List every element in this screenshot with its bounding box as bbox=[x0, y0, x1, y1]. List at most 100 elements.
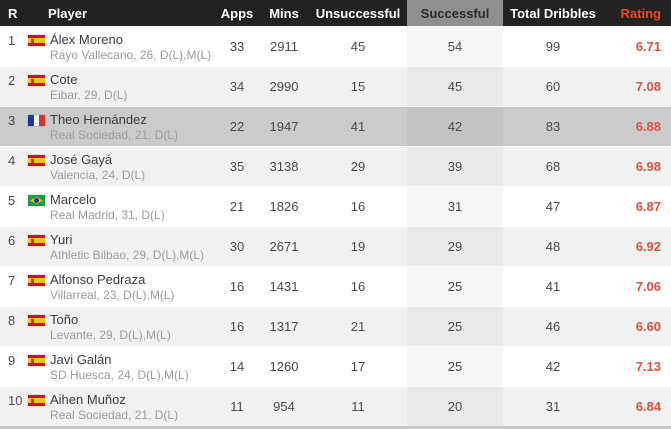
apps-value: 16 bbox=[229, 319, 245, 334]
rank-cell: 9 bbox=[0, 347, 28, 386]
player-info: Javi Galán SD Huesca, 24, D(L),M(L) bbox=[50, 352, 189, 383]
player-meta: Real Sociedad, 21, D(L) bbox=[50, 128, 179, 142]
successful-value: 25 bbox=[407, 267, 503, 306]
rank-cell: 3 bbox=[0, 107, 28, 146]
player-cell: Alfonso Pedraza Villarreal, 23, D(L),M(L… bbox=[28, 267, 215, 306]
rating-value: 6.84 bbox=[635, 399, 661, 414]
column-header-rating[interactable]: Rating bbox=[620, 5, 661, 21]
rank-value: 4 bbox=[8, 153, 16, 168]
player-cell: Aihen Muñoz Real Sociedad, 21, D(L) bbox=[28, 387, 215, 426]
rank-value: 5 bbox=[8, 193, 16, 208]
rank-value: 2 bbox=[8, 73, 16, 88]
successful-value: 29 bbox=[407, 227, 503, 266]
rank-value: 7 bbox=[8, 273, 16, 288]
total-dribbles-value: 99 bbox=[545, 39, 561, 54]
mins-value: 1826 bbox=[269, 199, 299, 214]
apps-value: 35 bbox=[229, 159, 245, 174]
rating-value: 6.88 bbox=[635, 119, 661, 134]
rating-value: 6.71 bbox=[635, 39, 661, 54]
apps-value: 22 bbox=[229, 119, 245, 134]
player-cell: Javi Galán SD Huesca, 24, D(L),M(L) bbox=[28, 347, 215, 386]
spain-flag-icon bbox=[28, 75, 45, 86]
rating-value: 6.98 bbox=[635, 159, 661, 174]
column-header-apps[interactable]: Apps bbox=[220, 5, 254, 21]
player-name-link[interactable]: Cote bbox=[50, 72, 78, 87]
mins-value: 954 bbox=[273, 399, 295, 414]
successful-value: 45 bbox=[407, 67, 503, 106]
player-name-link[interactable]: Yuri bbox=[50, 232, 73, 247]
player-info: Marcelo Real Madrid, 31, D(L) bbox=[50, 192, 165, 223]
spain-flag-icon bbox=[28, 355, 45, 366]
player-cell: Álex Moreno Rayo Vallecano, 26, D(L),M(L… bbox=[28, 27, 215, 66]
total-dribbles-value: 47 bbox=[545, 199, 561, 214]
column-header-total-dribbles[interactable]: Total Dribbles bbox=[510, 5, 596, 21]
player-cell: Marcelo Real Madrid, 31, D(L) bbox=[28, 187, 215, 226]
column-header-mins[interactable]: Mins bbox=[269, 5, 299, 21]
player-info: Theo Hernández Real Sociedad, 21, D(L) bbox=[50, 112, 178, 143]
apps-value: 14 bbox=[229, 359, 245, 374]
successful-value: 39 bbox=[407, 147, 503, 186]
column-header-rank[interactable]: R bbox=[8, 5, 18, 21]
player-name-link[interactable]: Marcelo bbox=[50, 192, 97, 207]
rank-value: 1 bbox=[8, 33, 16, 48]
table-header: R Player Apps Mins Unsuccessful Successf… bbox=[0, 0, 671, 26]
brazil-flag-icon bbox=[28, 195, 45, 206]
mins-value: 2911 bbox=[270, 39, 298, 54]
apps-value: 11 bbox=[230, 399, 244, 414]
mins-value: 1431 bbox=[269, 279, 299, 294]
player-name-link[interactable]: Theo Hernández bbox=[50, 112, 147, 127]
bottom-divider bbox=[0, 426, 671, 429]
apps-value: 30 bbox=[229, 239, 245, 254]
total-dribbles-value: 68 bbox=[545, 159, 561, 174]
player-name-link[interactable]: Javi Galán bbox=[50, 352, 112, 367]
player-name-link[interactable]: José Gayá bbox=[50, 152, 113, 167]
column-header-player[interactable]: Player bbox=[48, 5, 88, 21]
player-cell: Cote Eibar, 29, D(L) bbox=[28, 67, 215, 106]
player-cell: Theo Hernández Real Sociedad, 21, D(L) bbox=[28, 107, 215, 146]
rating-value: 7.06 bbox=[635, 279, 661, 294]
mins-value: 2671 bbox=[269, 239, 299, 254]
player-info: Cote Eibar, 29, D(L) bbox=[50, 72, 127, 103]
player-name-link[interactable]: Toño bbox=[50, 312, 79, 327]
rank-value: 3 bbox=[8, 113, 16, 128]
successful-value: 31 bbox=[407, 187, 503, 226]
player-cell: Yuri Athletic Bilbao, 29, D(L),M(L) bbox=[28, 227, 215, 266]
unsuccessful-value: 29 bbox=[350, 159, 366, 174]
rank-cell: 1 bbox=[0, 27, 28, 66]
successful-value: 25 bbox=[407, 347, 503, 386]
column-header-successful[interactable]: Successful bbox=[407, 0, 503, 26]
player-meta: Valencia, 24, D(L) bbox=[50, 168, 146, 182]
total-dribbles-value: 41 bbox=[545, 279, 561, 294]
unsuccessful-value: 16 bbox=[350, 199, 366, 214]
total-dribbles-value: 31 bbox=[545, 399, 561, 414]
rank-cell: 8 bbox=[0, 307, 28, 346]
total-dribbles-value: 60 bbox=[545, 79, 561, 94]
table-row: 7 Alfonso Pedraza Villarreal, 23, D(L),M… bbox=[0, 266, 671, 306]
apps-value: 21 bbox=[229, 199, 245, 214]
spain-flag-icon bbox=[28, 35, 45, 46]
spain-flag-icon bbox=[28, 155, 45, 166]
player-meta: Villarreal, 23, D(L),M(L) bbox=[50, 288, 175, 302]
rating-value: 6.92 bbox=[635, 239, 661, 254]
total-dribbles-value: 48 bbox=[545, 239, 561, 254]
table-row: 10 Aihen Muñoz Real Sociedad, 21, D(L) 1… bbox=[0, 386, 671, 426]
player-meta: Real Madrid, 31, D(L) bbox=[50, 208, 165, 222]
rank-cell: 2 bbox=[0, 67, 28, 106]
player-meta: Rayo Vallecano, 26, D(L),M(L) bbox=[50, 48, 212, 62]
player-name-link[interactable]: Aihen Muñoz bbox=[50, 392, 126, 407]
rank-cell: 7 bbox=[0, 267, 28, 306]
player-name-link[interactable]: Alfonso Pedraza bbox=[50, 272, 146, 287]
column-header-unsuccessful[interactable]: Unsuccessful bbox=[315, 5, 401, 21]
spain-flag-icon bbox=[28, 275, 45, 286]
rank-cell: 6 bbox=[0, 227, 28, 266]
table-row: 3 Theo Hernández Real Sociedad, 21, D(L)… bbox=[0, 106, 671, 146]
player-info: Yuri Athletic Bilbao, 29, D(L),M(L) bbox=[50, 232, 204, 263]
player-meta: Real Sociedad, 21, D(L) bbox=[50, 408, 179, 422]
unsuccessful-value: 21 bbox=[350, 319, 366, 334]
player-name-link[interactable]: Álex Moreno bbox=[50, 32, 123, 47]
unsuccessful-value: 11 bbox=[351, 399, 365, 414]
mins-value: 3138 bbox=[269, 159, 299, 174]
player-info: José Gayá Valencia, 24, D(L) bbox=[50, 152, 145, 183]
total-dribbles-value: 83 bbox=[545, 119, 561, 134]
